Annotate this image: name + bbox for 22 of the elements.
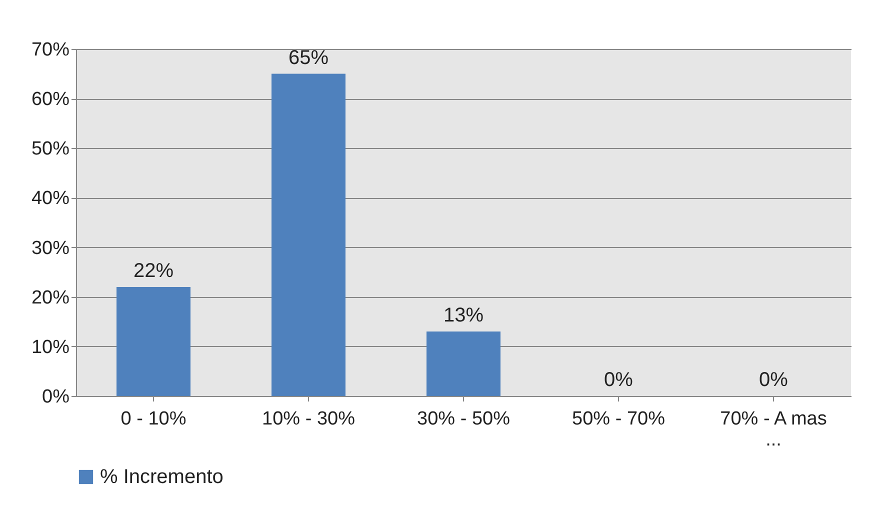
bar [272, 74, 346, 396]
x-tick-label: 50% - 70% [572, 408, 666, 430]
bar [116, 286, 190, 396]
y-tick-label: 10% [31, 336, 70, 358]
legend-label: % Incremento [100, 466, 224, 488]
x-tick-label: 70% - A mas ... [720, 408, 827, 450]
text: 13% [443, 304, 484, 327]
bar [426, 332, 500, 396]
x-tick-label: 0 - 10% [120, 408, 186, 430]
y-tick-label: 70% [31, 40, 70, 60]
x-tick-label: 10% - 30% [262, 408, 356, 430]
y-tick-label: 50% [31, 138, 70, 160]
text: 65% [288, 46, 329, 69]
text: 0% [604, 369, 633, 391]
x-tick-label: 30% - 50% [417, 408, 510, 430]
y-tick-label: 0% [42, 386, 70, 408]
y-tick-label: 30% [31, 238, 70, 259]
text: 22% [133, 260, 174, 282]
y-tick-label: 40% [31, 188, 70, 210]
y-tick-label: 20% [31, 287, 70, 308]
y-tick-label: 60% [31, 89, 70, 110]
text: 0% [759, 369, 788, 391]
